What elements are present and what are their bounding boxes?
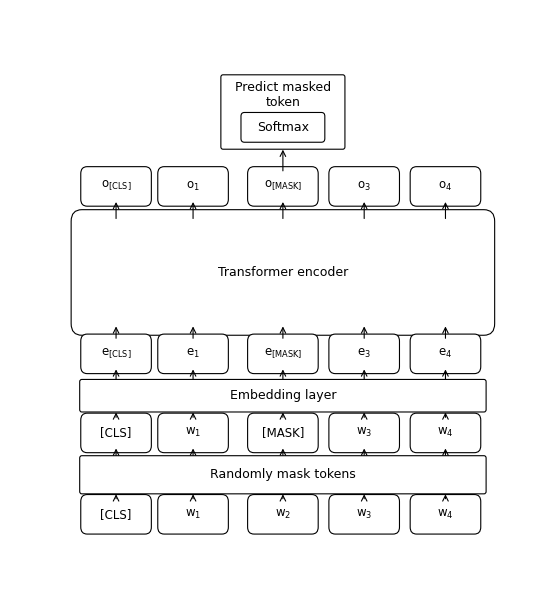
Text: Embedding layer: Embedding layer [230,389,336,402]
Text: w$_4$: w$_4$ [437,426,454,440]
Text: [MASK]: [MASK] [262,426,304,440]
FancyBboxPatch shape [329,167,400,206]
FancyBboxPatch shape [81,413,151,452]
Text: Randomly mask tokens: Randomly mask tokens [210,468,356,481]
Text: o$_{\mathrm{[MASK]}}$: o$_{\mathrm{[MASK]}}$ [264,179,302,193]
FancyBboxPatch shape [158,495,229,534]
FancyBboxPatch shape [158,334,229,374]
FancyBboxPatch shape [221,75,345,149]
Text: o$_{\mathrm{[CLS]}}$: o$_{\mathrm{[CLS]}}$ [101,179,131,193]
FancyBboxPatch shape [410,334,481,374]
Text: w$_4$: w$_4$ [437,508,454,521]
Text: w$_1$: w$_1$ [185,508,201,521]
FancyBboxPatch shape [248,167,318,206]
Text: [CLS]: [CLS] [100,508,132,521]
Text: e$_1$: e$_1$ [186,347,200,361]
Text: e$_{\mathrm{[CLS]}}$: e$_{\mathrm{[CLS]}}$ [100,347,131,361]
FancyBboxPatch shape [241,112,325,143]
FancyBboxPatch shape [79,455,486,494]
Text: w$_3$: w$_3$ [356,426,372,440]
FancyBboxPatch shape [158,167,229,206]
Text: w$_3$: w$_3$ [356,508,372,521]
FancyBboxPatch shape [158,413,229,452]
FancyBboxPatch shape [410,167,481,206]
Text: w$_2$: w$_2$ [275,508,291,521]
FancyBboxPatch shape [248,413,318,452]
Text: Softmax: Softmax [257,121,309,134]
FancyBboxPatch shape [410,495,481,534]
FancyBboxPatch shape [81,334,151,374]
Text: o$_1$: o$_1$ [186,180,200,193]
FancyBboxPatch shape [81,495,151,534]
FancyBboxPatch shape [81,167,151,206]
FancyBboxPatch shape [329,495,400,534]
FancyBboxPatch shape [329,413,400,452]
Text: Transformer encoder: Transformer encoder [218,266,348,279]
FancyBboxPatch shape [71,210,495,335]
Text: e$_{\mathrm{[MASK]}}$: e$_{\mathrm{[MASK]}}$ [264,347,302,361]
FancyBboxPatch shape [329,334,400,374]
FancyBboxPatch shape [248,334,318,374]
Text: o$_4$: o$_4$ [438,180,453,193]
FancyBboxPatch shape [248,495,318,534]
Text: w$_1$: w$_1$ [185,426,201,440]
FancyBboxPatch shape [410,413,481,452]
FancyBboxPatch shape [79,379,486,412]
Text: e$_3$: e$_3$ [357,347,371,361]
Text: Predict masked
token: Predict masked token [235,82,331,109]
Text: o$_3$: o$_3$ [357,180,371,193]
Text: e$_4$: e$_4$ [438,347,453,361]
Text: [CLS]: [CLS] [100,426,132,440]
